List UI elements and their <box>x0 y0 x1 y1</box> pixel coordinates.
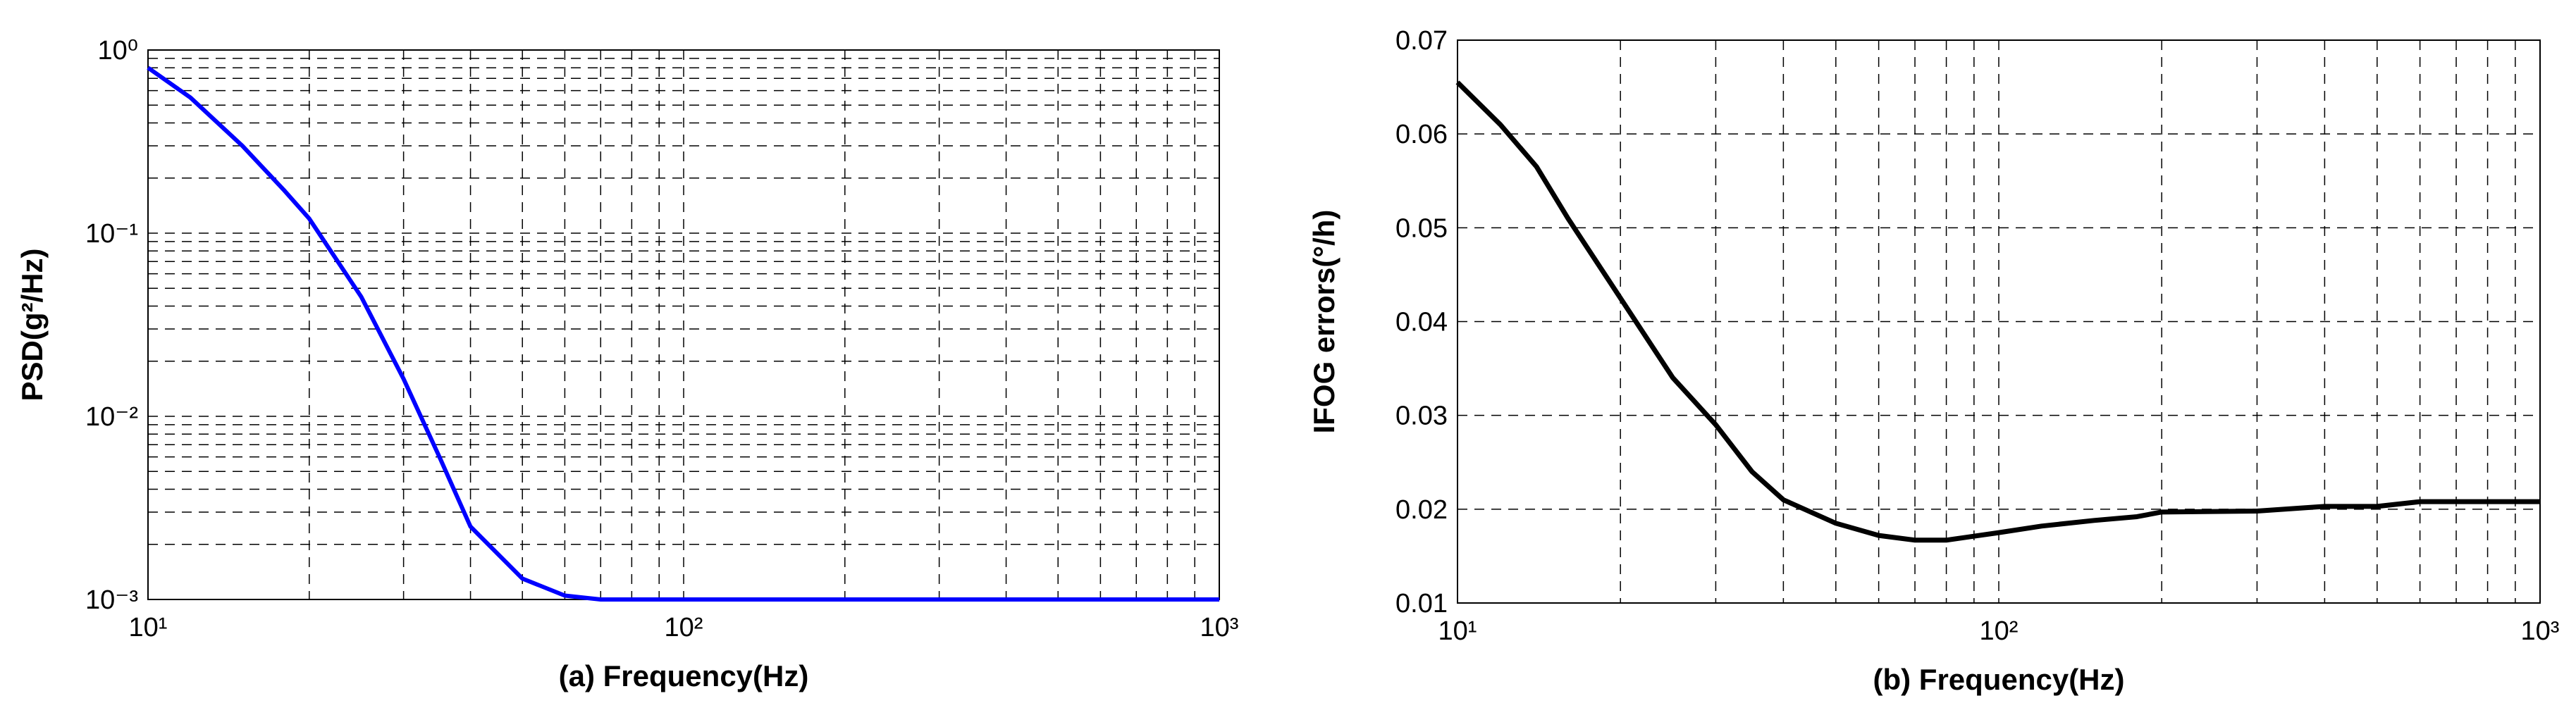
y-axis-label: IFOG errors(°/h) <box>1307 210 1341 434</box>
x-tick-label: 10³ <box>2521 616 2560 646</box>
y-tick-label: 10⁰ <box>97 36 138 66</box>
x-axis-label: (b) Frequency(Hz) <box>1873 663 2125 696</box>
y-tick-label: 10⁻¹ <box>85 219 138 249</box>
x-tick-label: 10² <box>665 613 703 642</box>
y-tick-label: 10⁻² <box>85 402 138 432</box>
x-tick-label: 10³ <box>1200 613 1239 642</box>
y-tick-label: 0.05 <box>1395 213 1448 243</box>
x-tick-label: 10¹ <box>129 613 168 642</box>
data-line <box>147 66 1219 602</box>
y-tick-label: 0.02 <box>1395 495 1448 525</box>
plot-frame <box>1457 39 2541 604</box>
data-line <box>1455 80 2540 543</box>
y-tick-label: 10⁻³ <box>85 585 138 615</box>
y-tick-label: 0.04 <box>1395 308 1448 337</box>
y-tick-label: 0.01 <box>1395 589 1448 618</box>
y-tick-label: 0.03 <box>1395 402 1448 431</box>
x-axis-label: (a) Frequency(Hz) <box>559 659 809 692</box>
y-axis-label: PSD(g²/Hz) <box>16 249 49 402</box>
y-tick-label: 0.07 <box>1395 26 1448 56</box>
y-tick-label: 0.06 <box>1395 120 1448 149</box>
x-tick-label: 10¹ <box>1438 616 1477 646</box>
x-tick-label: 10² <box>1980 616 2019 646</box>
